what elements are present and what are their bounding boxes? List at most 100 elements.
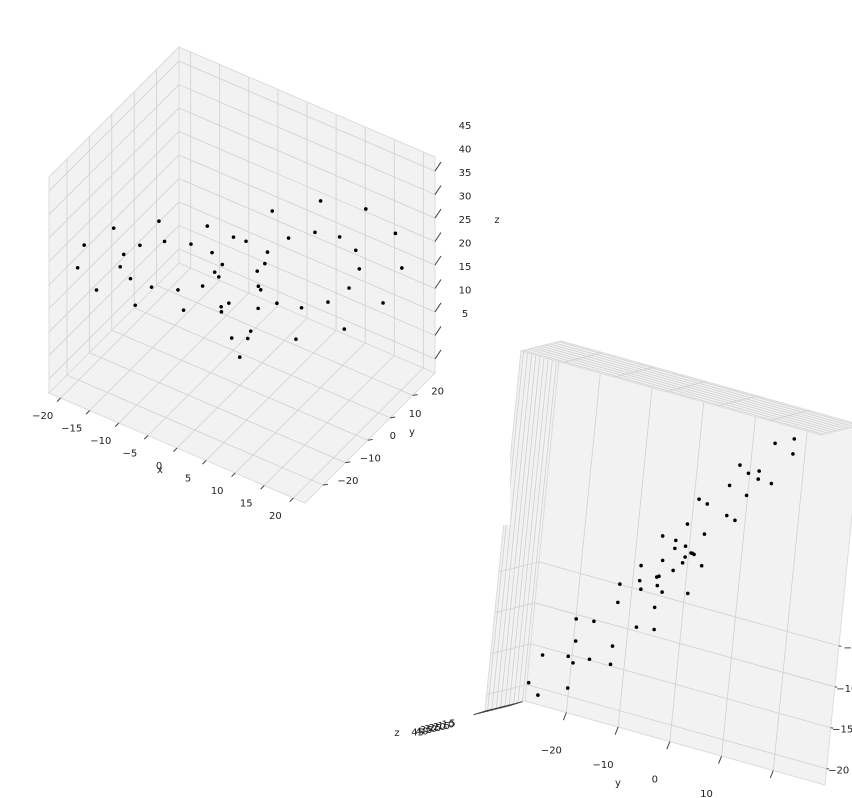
grid-line [134,307,391,419]
point [738,463,742,467]
point [256,306,260,311]
z-tick-label: 10 [442,720,455,731]
point [313,230,317,235]
point [526,680,531,685]
grid-line [553,342,852,427]
grid-line [538,561,840,647]
grid-line [721,395,758,757]
z-tick-label: 5 [462,309,468,320]
point [639,587,643,592]
x-tick-label: −15 [61,424,82,435]
grid-line [491,349,529,710]
grid-line [48,131,180,262]
point [357,267,362,271]
grid-line [66,374,324,486]
point [536,693,540,697]
grid-line [772,410,810,771]
z-tick-label: 20 [459,238,472,249]
point [791,452,795,456]
grid-line [156,285,413,396]
tick-mark [231,472,236,477]
point [746,471,751,476]
grid-line [495,348,533,709]
point [176,288,180,292]
tick-mark [390,416,396,419]
point [744,493,749,498]
x-tick-label: 0 [156,461,162,472]
y-tick-label: 0 [652,775,658,786]
point [652,605,657,610]
point [219,304,223,309]
point [286,236,291,240]
tick-mark [345,461,351,464]
grid-line [118,292,250,424]
tick-mark [322,483,329,486]
point [571,661,575,665]
grid-line [48,201,180,333]
point [121,252,126,257]
tick-mark [56,397,61,402]
tick-mark [289,497,294,502]
x-tick-label: −10 [90,436,111,447]
grid-line [487,350,525,711]
point [256,284,261,289]
y-axis-label: y [615,778,621,789]
point [157,219,161,223]
point [792,437,797,441]
grid-line [60,267,191,399]
point [733,518,737,523]
tick-mark [434,185,442,195]
point [637,578,642,583]
grid-line [178,107,436,219]
point [219,310,224,314]
point [275,301,279,306]
grid-line [517,342,555,703]
grid-line [526,684,827,770]
point [258,288,263,292]
point [756,477,761,481]
point [566,654,571,659]
z-tick-label: 5 [449,719,455,730]
point [149,285,154,289]
z-tick-label: 30 [459,192,472,203]
point [565,686,570,690]
point [227,301,231,305]
point [683,555,687,559]
point [210,250,214,255]
point [342,327,347,331]
y-tick-label: −20 [541,746,562,757]
point [724,513,729,518]
grid-line [293,367,424,499]
point [318,199,323,203]
point [75,265,80,270]
grid-line [500,347,538,708]
point [265,250,270,254]
grid-line [617,367,655,728]
tick-mark [769,770,774,779]
x-tick-label: 20 [269,511,282,522]
y-tick-label: −20 [337,476,358,487]
x-tick-label: −5 [123,449,138,460]
y-tick-label: −10 [593,760,614,771]
tick-mark [666,741,671,750]
grid-line [521,341,559,702]
tick-mark [434,208,442,219]
point [381,301,385,305]
tick-mark [434,349,442,360]
point [212,270,217,274]
point [364,207,368,211]
view-2: −20−15−10−5−20−1001020y51015202530354045… [394,340,852,798]
grid-line [48,107,180,239]
grid-line [565,352,603,713]
grid-line [549,343,850,429]
z-tick-label: 25 [459,215,472,226]
point [773,441,777,446]
point [634,625,639,629]
tick-mark [202,460,207,465]
grid-line [147,305,279,436]
z-axis-label: z [494,215,499,226]
point [727,483,732,488]
point [697,497,701,501]
point [337,235,342,239]
tick-mark [412,394,418,396]
